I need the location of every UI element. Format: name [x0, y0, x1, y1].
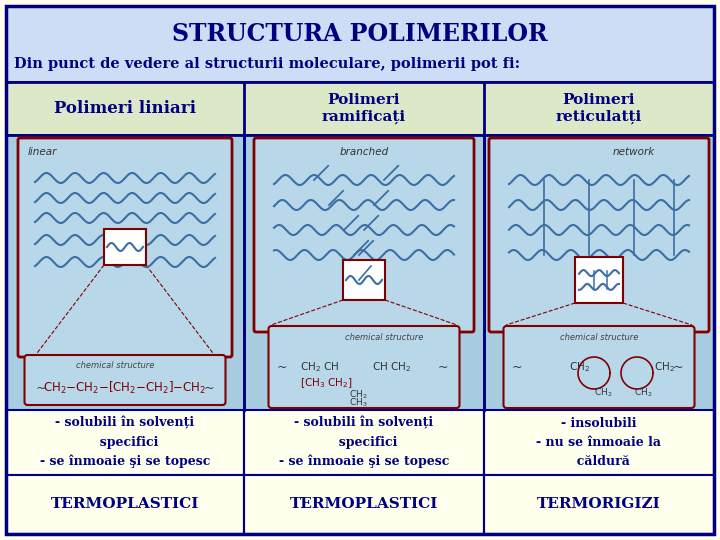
- Text: $\mathsf{CH_2\ CH}$: $\mathsf{CH_2\ CH}$: [300, 360, 339, 374]
- Text: ~: ~: [438, 361, 449, 374]
- Text: $\mathsf{CH_2}$: $\mathsf{CH_2}$: [569, 360, 590, 374]
- FancyBboxPatch shape: [503, 326, 695, 408]
- FancyBboxPatch shape: [269, 326, 459, 408]
- Text: linear: linear: [28, 147, 58, 157]
- Text: TERMOPLASTICI: TERMOPLASTICI: [51, 497, 199, 511]
- FancyBboxPatch shape: [254, 138, 474, 332]
- Bar: [6, 6, 714, 82]
- Text: $\mathsf{[CH_3\ CH_2]}$: $\mathsf{[CH_3\ CH_2]}$: [300, 376, 352, 390]
- Text: - insolubili
- nu se înmoaie la
  căldură: - insolubili - nu se înmoaie la căldură: [536, 417, 662, 468]
- Text: ~: ~: [35, 381, 46, 395]
- Bar: [484, 410, 714, 475]
- Text: ~: ~: [673, 361, 683, 374]
- Text: $\mathsf{CH_2}$: $\mathsf{CH_2}$: [654, 360, 675, 374]
- Text: STRUCTURA POLIMERILOR: STRUCTURA POLIMERILOR: [172, 22, 548, 46]
- Bar: [6, 410, 244, 475]
- FancyBboxPatch shape: [24, 355, 225, 405]
- Text: TERMORIGIZI: TERMORIGIZI: [537, 497, 661, 511]
- Text: $\mathsf{CH_2}$: $\mathsf{CH_2}$: [634, 387, 652, 399]
- Bar: [244, 135, 484, 410]
- Bar: [244, 410, 484, 475]
- FancyBboxPatch shape: [489, 138, 709, 332]
- Text: Polimeri liniari: Polimeri liniari: [54, 100, 196, 117]
- Text: chemical structure: chemical structure: [345, 333, 423, 341]
- Text: TERMOPLASTICI: TERMOPLASTICI: [290, 497, 438, 511]
- Text: ~: ~: [204, 381, 215, 395]
- Bar: [6, 82, 714, 135]
- Text: $\mathsf{CH_2{-}CH_2{-}[CH_2{-}CH_2]{-}CH_2}$: $\mathsf{CH_2{-}CH_2{-}[CH_2{-}CH_2]{-}C…: [43, 380, 207, 396]
- Text: chemical structure: chemical structure: [76, 361, 154, 370]
- Bar: [104, 229, 146, 265]
- FancyBboxPatch shape: [18, 138, 232, 357]
- Bar: [484, 135, 714, 410]
- Bar: [575, 257, 623, 303]
- Bar: [343, 260, 385, 300]
- Bar: [244, 475, 484, 534]
- Text: - solubili în solvenți
  specifici
- se înmoaie şi se topesc: - solubili în solvenți specifici - se în…: [40, 416, 210, 469]
- Text: branched: branched: [339, 147, 389, 157]
- Bar: [6, 135, 244, 410]
- Text: $\mathsf{CH\ CH_2}$: $\mathsf{CH\ CH_2}$: [372, 360, 411, 374]
- Text: chemical structure: chemical structure: [560, 333, 638, 341]
- Text: $\mathsf{CH_2}$: $\mathsf{CH_2}$: [349, 389, 367, 401]
- Text: ~: ~: [511, 361, 522, 374]
- Bar: [484, 475, 714, 534]
- Text: Din punct de vedere al structurii moleculare, polimerii pot fi:: Din punct de vedere al structurii molecu…: [14, 57, 520, 71]
- Text: $\mathsf{CH_2}$: $\mathsf{CH_2}$: [594, 387, 613, 399]
- Text: network: network: [613, 147, 655, 157]
- Text: ~: ~: [276, 361, 287, 374]
- Text: $\mathsf{CH_3}$: $\mathsf{CH_3}$: [349, 397, 368, 409]
- Text: - solubili în solvenți
  specifici
- se înmoaie şi se topesc: - solubili în solvenți specifici - se în…: [279, 416, 449, 469]
- Text: Polimeri
reticulatți: Polimeri reticulatți: [556, 93, 642, 124]
- Bar: [6, 475, 244, 534]
- Text: Polimeri
ramificați: Polimeri ramificați: [322, 93, 406, 124]
